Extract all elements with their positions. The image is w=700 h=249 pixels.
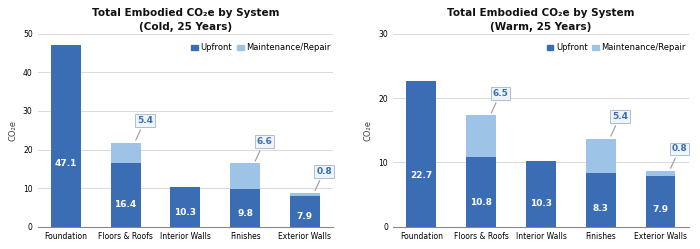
Bar (290, 196, 320, 227)
Text: 16.4: 16.4 (115, 200, 136, 209)
Bar (526, 161, 556, 227)
Text: 47.1: 47.1 (55, 159, 77, 168)
Bar (51, 45, 80, 227)
Bar (645, 176, 675, 227)
Text: 5.4: 5.4 (136, 116, 153, 140)
Text: 6.6: 6.6 (256, 137, 272, 161)
Bar (111, 163, 141, 227)
Text: 7.9: 7.9 (297, 212, 313, 221)
Text: 10.3: 10.3 (174, 208, 197, 217)
Bar (466, 157, 496, 227)
Y-axis label: CO₂e: CO₂e (8, 120, 18, 141)
Y-axis label: CO₂e: CO₂e (364, 120, 373, 141)
Bar (111, 143, 141, 163)
Legend: Upfront, Maintenance/Repair: Upfront, Maintenance/Repair (190, 42, 332, 54)
Title: Total Embodied CO₂e by System
(Cold, 25 Years): Total Embodied CO₂e by System (Cold, 25 … (92, 8, 279, 32)
Legend: Upfront, Maintenance/Repair: Upfront, Maintenance/Repair (545, 42, 687, 54)
Text: 8.3: 8.3 (593, 204, 608, 213)
Text: 10.3: 10.3 (530, 199, 552, 208)
Bar (230, 163, 260, 189)
Text: 10.8: 10.8 (470, 198, 492, 207)
Bar (407, 81, 436, 227)
Text: 0.8: 0.8 (315, 167, 332, 191)
Text: 7.9: 7.9 (652, 204, 668, 213)
Bar (230, 189, 260, 227)
Text: 6.5: 6.5 (491, 89, 508, 113)
Bar (586, 173, 615, 227)
Text: 5.4: 5.4 (611, 112, 628, 136)
Text: 0.8: 0.8 (671, 144, 687, 168)
Bar (645, 171, 675, 176)
Bar (170, 187, 200, 227)
Title: Total Embodied CO₂e by System
(Warm, 25 Years): Total Embodied CO₂e by System (Warm, 25 … (447, 8, 635, 32)
Bar (586, 139, 615, 173)
Text: 9.8: 9.8 (237, 209, 253, 218)
Bar (466, 116, 496, 157)
Text: 22.7: 22.7 (410, 171, 433, 180)
Bar (290, 193, 320, 196)
